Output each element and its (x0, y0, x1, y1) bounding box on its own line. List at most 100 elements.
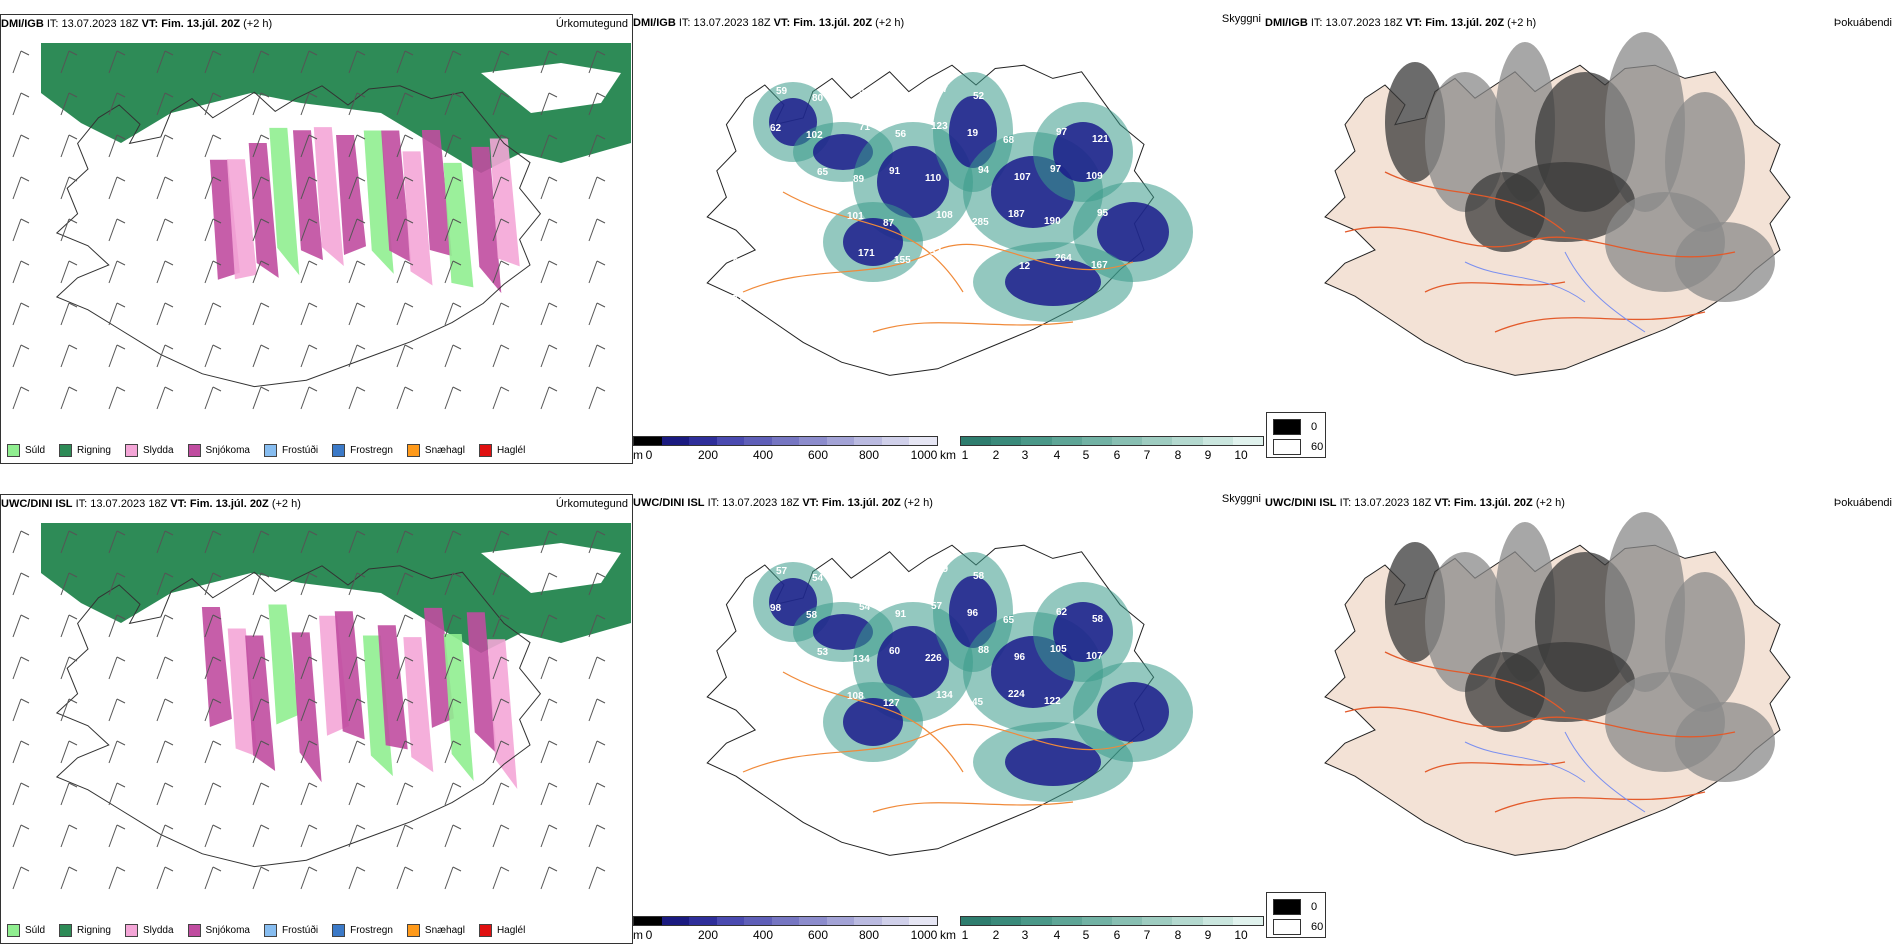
legend-label: Súld (25, 925, 46, 936)
ceiling-value-label: 109 (1086, 171, 1103, 182)
legend-label: Frostregn (350, 445, 393, 456)
wind-barb (204, 344, 222, 368)
fog-legend-item: 0 (1273, 899, 1317, 915)
wind-barb (252, 740, 270, 764)
init-time: IT: 13.07.2023 18Z (75, 498, 168, 510)
ceiling-colorbar-top: m 0 200 400 600 800 1000 (633, 436, 938, 464)
ceiling-value-label: 84 (764, 655, 776, 666)
wind-barb (588, 92, 606, 116)
precip-streak (313, 127, 344, 267)
wind-barb (252, 176, 270, 200)
legend-label: Snæhagl (424, 925, 465, 936)
wind-barb (540, 614, 558, 638)
fog-area (1675, 702, 1775, 782)
ceiling-value-label: 167 (1091, 260, 1108, 271)
ceiling-value-label: 95 (1097, 208, 1109, 219)
wind-barb (204, 866, 222, 890)
coastline (55, 85, 542, 388)
fog-area (1425, 552, 1505, 692)
ceiling-value-label: 68 (1003, 135, 1015, 146)
precip-streak (443, 633, 474, 782)
model-name: DMI/IGB (633, 17, 676, 29)
wind-barb (444, 50, 462, 74)
fog-indicator-map (1324, 512, 1791, 856)
ceiling-value-label: 45 (972, 697, 984, 708)
ceiling-tick: 200 (697, 448, 719, 462)
legend-item: Súld (7, 444, 45, 457)
wind-barb (12, 218, 30, 242)
fog-legend-item: 60 (1273, 919, 1323, 935)
low-ceiling-area (1053, 602, 1113, 662)
init-time: IT: 13.07.2023 18Z (1310, 17, 1403, 29)
wind-barb (252, 386, 270, 410)
visibility-tick: 6 (1113, 448, 1121, 462)
wind-barb (300, 176, 318, 200)
wind-barb (108, 572, 126, 596)
visibility-tick: 7 (1143, 448, 1151, 462)
wind-barb (492, 530, 510, 554)
fog-swatch (1273, 919, 1301, 935)
visibility-tick: 2 (992, 928, 1000, 942)
visibility-title: Skyggni (1221, 13, 1261, 25)
wind-barb (540, 218, 558, 242)
precip-streak (471, 146, 502, 294)
wind-barb (540, 782, 558, 806)
ceiling-value-label: 108 (847, 691, 864, 702)
wind-barb (444, 740, 462, 764)
wind-barb (444, 344, 462, 368)
ceiling-value-label: 107 (966, 254, 983, 265)
wind-barb (60, 656, 78, 680)
wind-barb (204, 302, 222, 326)
lead-time: (+2 h) (243, 18, 273, 30)
low-ceiling-area (1005, 738, 1101, 786)
wind-barb (108, 176, 126, 200)
ceiling-tick: 600 (807, 448, 829, 462)
visibility-tick: 5 (1082, 448, 1090, 462)
wind-barb (60, 782, 78, 806)
legend-swatch (478, 924, 492, 937)
wind-barb (252, 50, 270, 74)
wind-barb (588, 344, 606, 368)
ceiling-value-label: 57 (776, 566, 788, 577)
legend-swatch (263, 924, 277, 937)
ceiling-value-label: 55 (1045, 90, 1057, 101)
wind-barb (348, 698, 366, 722)
wind-barb (204, 824, 222, 848)
precip-streak (443, 162, 474, 288)
ceiling-value-label: 101 (847, 211, 864, 222)
wind-barb (156, 698, 174, 722)
ceiling-value-label: 94 (978, 165, 990, 176)
fog-title: Þokuábendi (1833, 17, 1892, 29)
legend-swatch (263, 444, 277, 457)
wind-barb (60, 134, 78, 158)
wind-barb (204, 134, 222, 158)
ceiling-colorbar-strip (633, 436, 938, 446)
ceiling-value-label: 59 (775, 212, 787, 223)
wind-barb (396, 572, 414, 596)
wind-barb (12, 656, 30, 680)
fog-panel-bottom: UWC/DINI ISL IT: 13.07.2023 18Z VT: Fim.… (1265, 494, 1900, 944)
wind-barb (492, 134, 510, 158)
visibility-tick: 5 (1082, 928, 1090, 942)
ceiling-value-label: 57 (884, 572, 896, 583)
precip-streak (377, 625, 408, 750)
init-time: IT: 13.07.2023 18Z (1339, 497, 1432, 509)
wind-barb (12, 614, 30, 638)
ceiling-value-label: 171 (858, 248, 875, 259)
visibility-tick: 3 (1021, 448, 1029, 462)
wind-barb (12, 572, 30, 596)
wind-barb (348, 740, 366, 764)
legend-label: Frostúði (281, 445, 319, 456)
panel-title: UWC/DINI ISL IT: 13.07.2023 18Z VT: Fim.… (1, 495, 632, 513)
wind-barb (540, 740, 558, 764)
road-network (742, 671, 1134, 813)
wind-barb (252, 782, 270, 806)
panel-title: DMI/IGB IT: 13.07.2023 18Z VT: Fim. 13.j… (1, 15, 632, 33)
ceiling-value-label: 91 (895, 609, 907, 620)
wind-barb (444, 656, 462, 680)
ceiling-value-label: 108 (936, 210, 953, 221)
visibility-map: 43 57 54 59 57 49 58 87 77 63 104 98 58 54 91 57 96 65 62 5… (706, 544, 1193, 856)
ceiling-value-label: 65 (817, 167, 829, 178)
wind-barb (204, 656, 222, 680)
ceiling-value-label: 107 (1086, 651, 1103, 662)
